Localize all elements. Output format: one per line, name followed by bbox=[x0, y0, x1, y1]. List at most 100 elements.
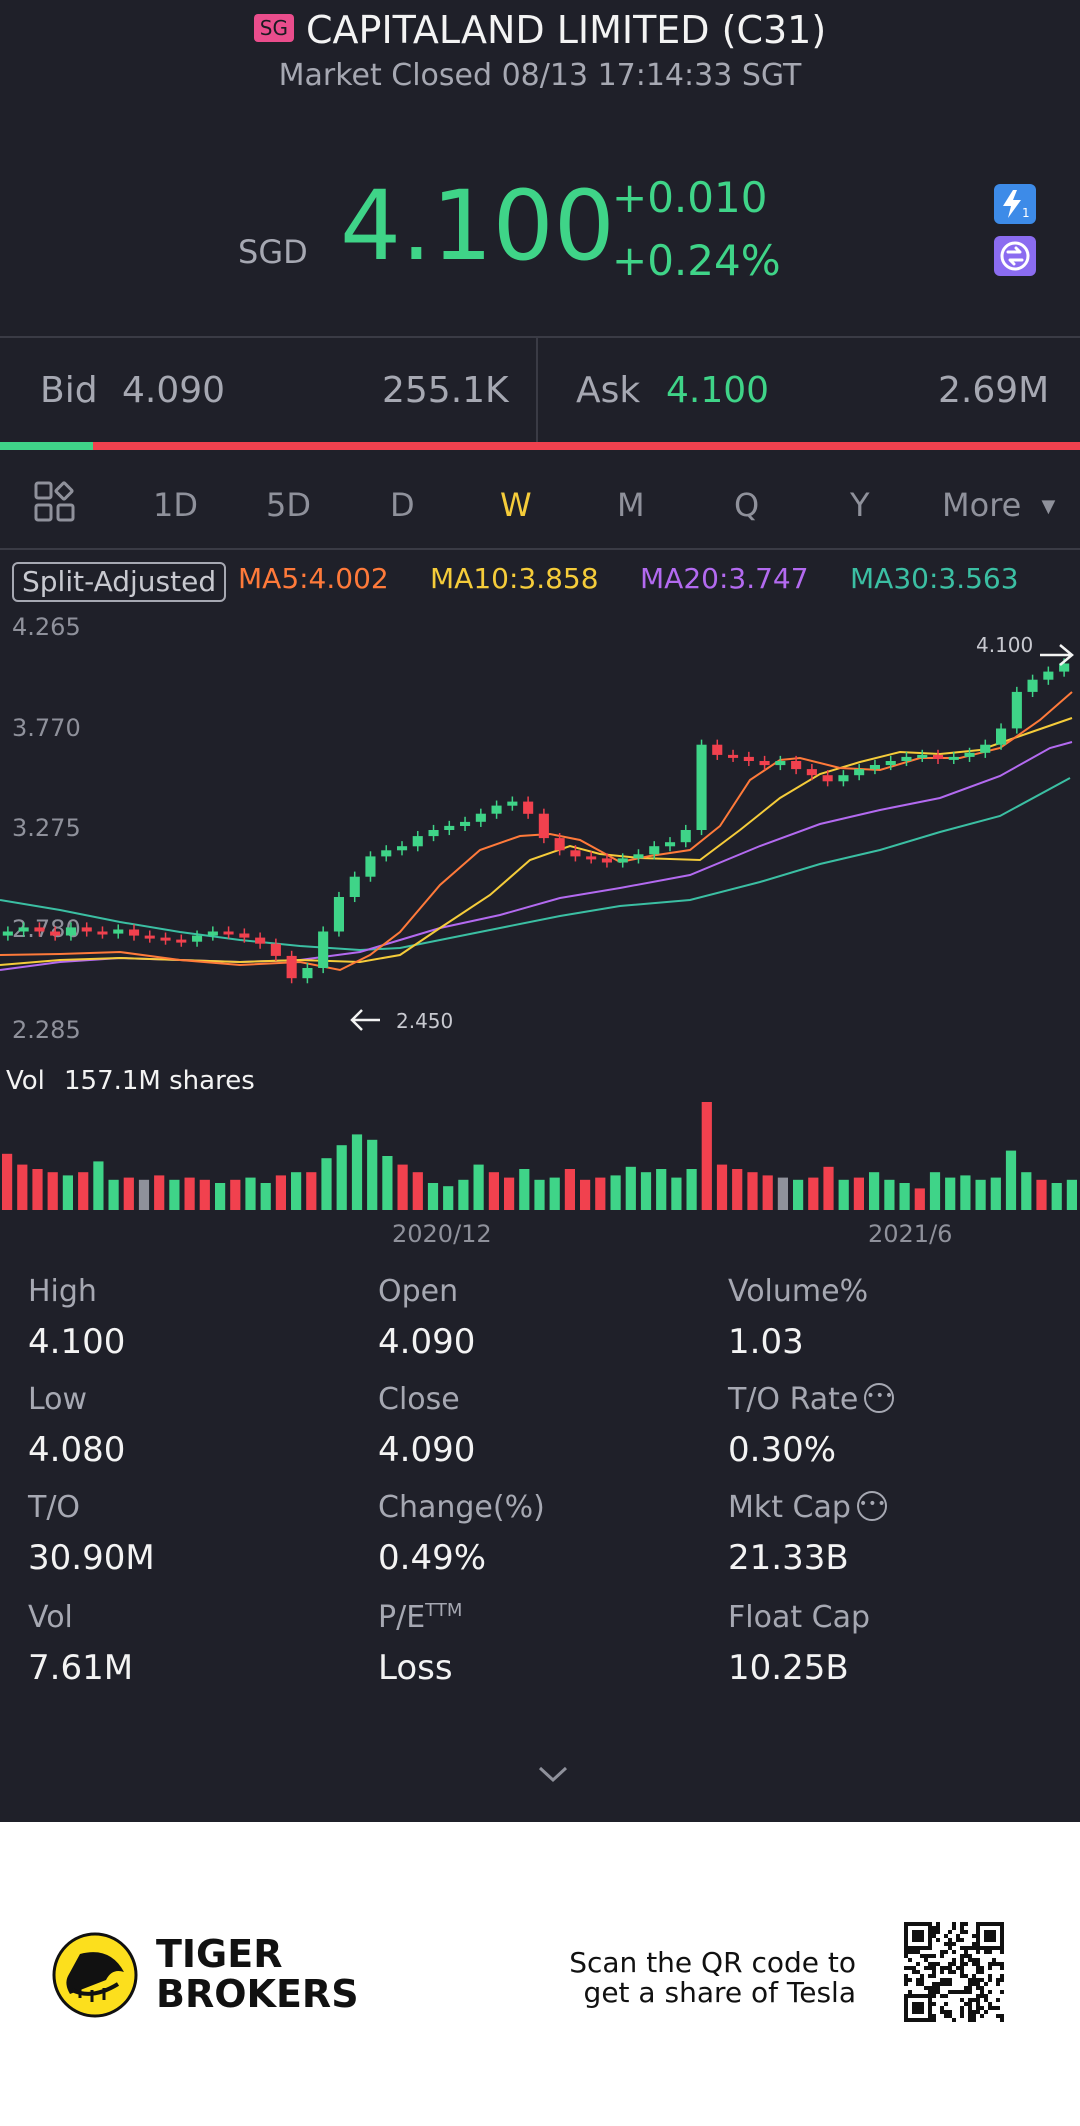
qr-module bbox=[992, 1930, 996, 1934]
layout-grid-icon[interactable] bbox=[34, 481, 76, 527]
candle-body bbox=[885, 761, 896, 766]
qr-module bbox=[920, 1954, 924, 1958]
qr-module bbox=[960, 1938, 964, 1942]
candle-body bbox=[412, 836, 423, 847]
volume-bar bbox=[32, 1169, 43, 1210]
qr-module bbox=[980, 1990, 984, 1994]
market-cap-value: 21.33B bbox=[728, 1538, 849, 1578]
qr-module bbox=[916, 1950, 920, 1954]
tab-1d[interactable]: 1D bbox=[153, 486, 198, 524]
candle-body bbox=[255, 937, 266, 944]
candle-body bbox=[160, 937, 171, 941]
qr-module bbox=[976, 1934, 980, 1938]
qr-module bbox=[924, 2018, 928, 2022]
turnover-label: T/O bbox=[28, 1490, 81, 1525]
x-tick: 2020/12 bbox=[392, 1220, 492, 1248]
qr-module bbox=[988, 1938, 992, 1942]
bid-price: 4.090 bbox=[122, 370, 226, 411]
lightning-level1-icon[interactable]: 1 bbox=[994, 184, 1036, 224]
qr-module bbox=[936, 1990, 940, 1994]
qr-module bbox=[904, 1938, 908, 1942]
ma30-line bbox=[0, 777, 1071, 952]
qr-module bbox=[964, 1986, 968, 1990]
tab-m[interactable]: M bbox=[617, 486, 645, 524]
volume-bar bbox=[47, 1172, 58, 1210]
qr-module bbox=[976, 2002, 980, 2006]
y-tick: 3.770 bbox=[12, 714, 81, 742]
candle-body bbox=[475, 813, 486, 822]
volume-bar bbox=[367, 1139, 378, 1210]
qr-module bbox=[936, 1926, 940, 1930]
volume-bar bbox=[929, 1172, 941, 1210]
tab-y[interactable]: Y bbox=[850, 486, 870, 524]
qr-module bbox=[1000, 1926, 1004, 1930]
tab-more[interactable]: More ▼ bbox=[942, 486, 1055, 524]
tab-d[interactable]: D bbox=[390, 486, 415, 524]
qr-module bbox=[940, 1994, 944, 1998]
candle-body bbox=[570, 850, 581, 857]
qr-module bbox=[924, 1958, 928, 1962]
tab-5d[interactable]: 5D bbox=[266, 486, 311, 524]
volume-bar bbox=[275, 1175, 286, 1210]
qr-module bbox=[932, 1986, 936, 1990]
qr-module bbox=[984, 2010, 988, 2014]
candle-body bbox=[1027, 679, 1038, 692]
qr-module bbox=[928, 2014, 932, 2018]
more-info-icon[interactable]: ••• bbox=[856, 1490, 887, 1521]
volume-bar bbox=[1066, 1179, 1077, 1210]
qr-module bbox=[988, 1978, 992, 1982]
qr-module bbox=[992, 1934, 996, 1938]
bid-ratio-fill bbox=[0, 442, 93, 450]
candle-body bbox=[397, 846, 408, 851]
candle-body bbox=[901, 756, 912, 761]
qr-module bbox=[904, 1942, 908, 1946]
candle-body bbox=[460, 821, 471, 826]
qr-module bbox=[972, 2010, 976, 2014]
candle-body bbox=[18, 927, 29, 932]
qr-module bbox=[908, 1958, 912, 1962]
promo-text: Scan the QR code to get a share of Tesla bbox=[540, 1948, 856, 2008]
candle-body bbox=[806, 769, 817, 776]
qr-module bbox=[1000, 1922, 1004, 1926]
stock-title: SG CAPITALAND LIMITED (C31) bbox=[0, 8, 1080, 52]
qr-module bbox=[928, 1994, 932, 1998]
qr-module bbox=[904, 1926, 908, 1930]
qr-module bbox=[956, 1934, 960, 1938]
close-label: Close bbox=[378, 1382, 460, 1417]
qr-module bbox=[952, 1958, 956, 1962]
more-info-icon[interactable]: ••• bbox=[864, 1382, 895, 1413]
qr-module bbox=[948, 1930, 952, 1934]
split-adjusted-toggle[interactable]: Split-Adjusted bbox=[12, 562, 227, 602]
qr-module bbox=[920, 1994, 924, 1998]
tab-q[interactable]: Q bbox=[734, 486, 760, 524]
candle-body bbox=[129, 929, 140, 936]
qr-module bbox=[976, 1998, 980, 2002]
tab-w[interactable]: W bbox=[500, 486, 532, 524]
qr-module bbox=[928, 1946, 932, 1950]
qr-module bbox=[988, 1934, 992, 1938]
expand-chevron-icon[interactable] bbox=[536, 1764, 570, 1788]
volume-bar bbox=[625, 1166, 636, 1210]
qr-module bbox=[972, 2018, 976, 2022]
candle-body bbox=[633, 854, 644, 859]
qr-module bbox=[972, 2014, 976, 2018]
qr-module bbox=[968, 1998, 972, 2002]
qr-module bbox=[1000, 1938, 1004, 1942]
qr-module bbox=[944, 1942, 948, 1946]
qr-module bbox=[904, 2014, 908, 2018]
qr-module bbox=[964, 2002, 968, 2006]
volume-bar bbox=[960, 1175, 971, 1210]
candle-body bbox=[601, 858, 612, 863]
qr-module bbox=[932, 1994, 936, 1998]
price-chart[interactable]: 4.265 3.770 3.275 2.780 2.285 4.100 2.45… bbox=[0, 610, 1080, 1090]
qr-module bbox=[996, 1922, 1000, 1926]
swap-icon[interactable] bbox=[994, 236, 1036, 276]
max-price-label: 4.100 bbox=[976, 633, 1033, 657]
qr-module bbox=[952, 1970, 956, 1974]
candle-body bbox=[554, 838, 565, 851]
to-rate-value: 0.30% bbox=[728, 1430, 837, 1470]
qr-module bbox=[964, 1962, 968, 1966]
qr-module bbox=[976, 1938, 980, 1942]
volume-bar bbox=[640, 1172, 652, 1210]
y-tick: 3.275 bbox=[12, 814, 81, 842]
